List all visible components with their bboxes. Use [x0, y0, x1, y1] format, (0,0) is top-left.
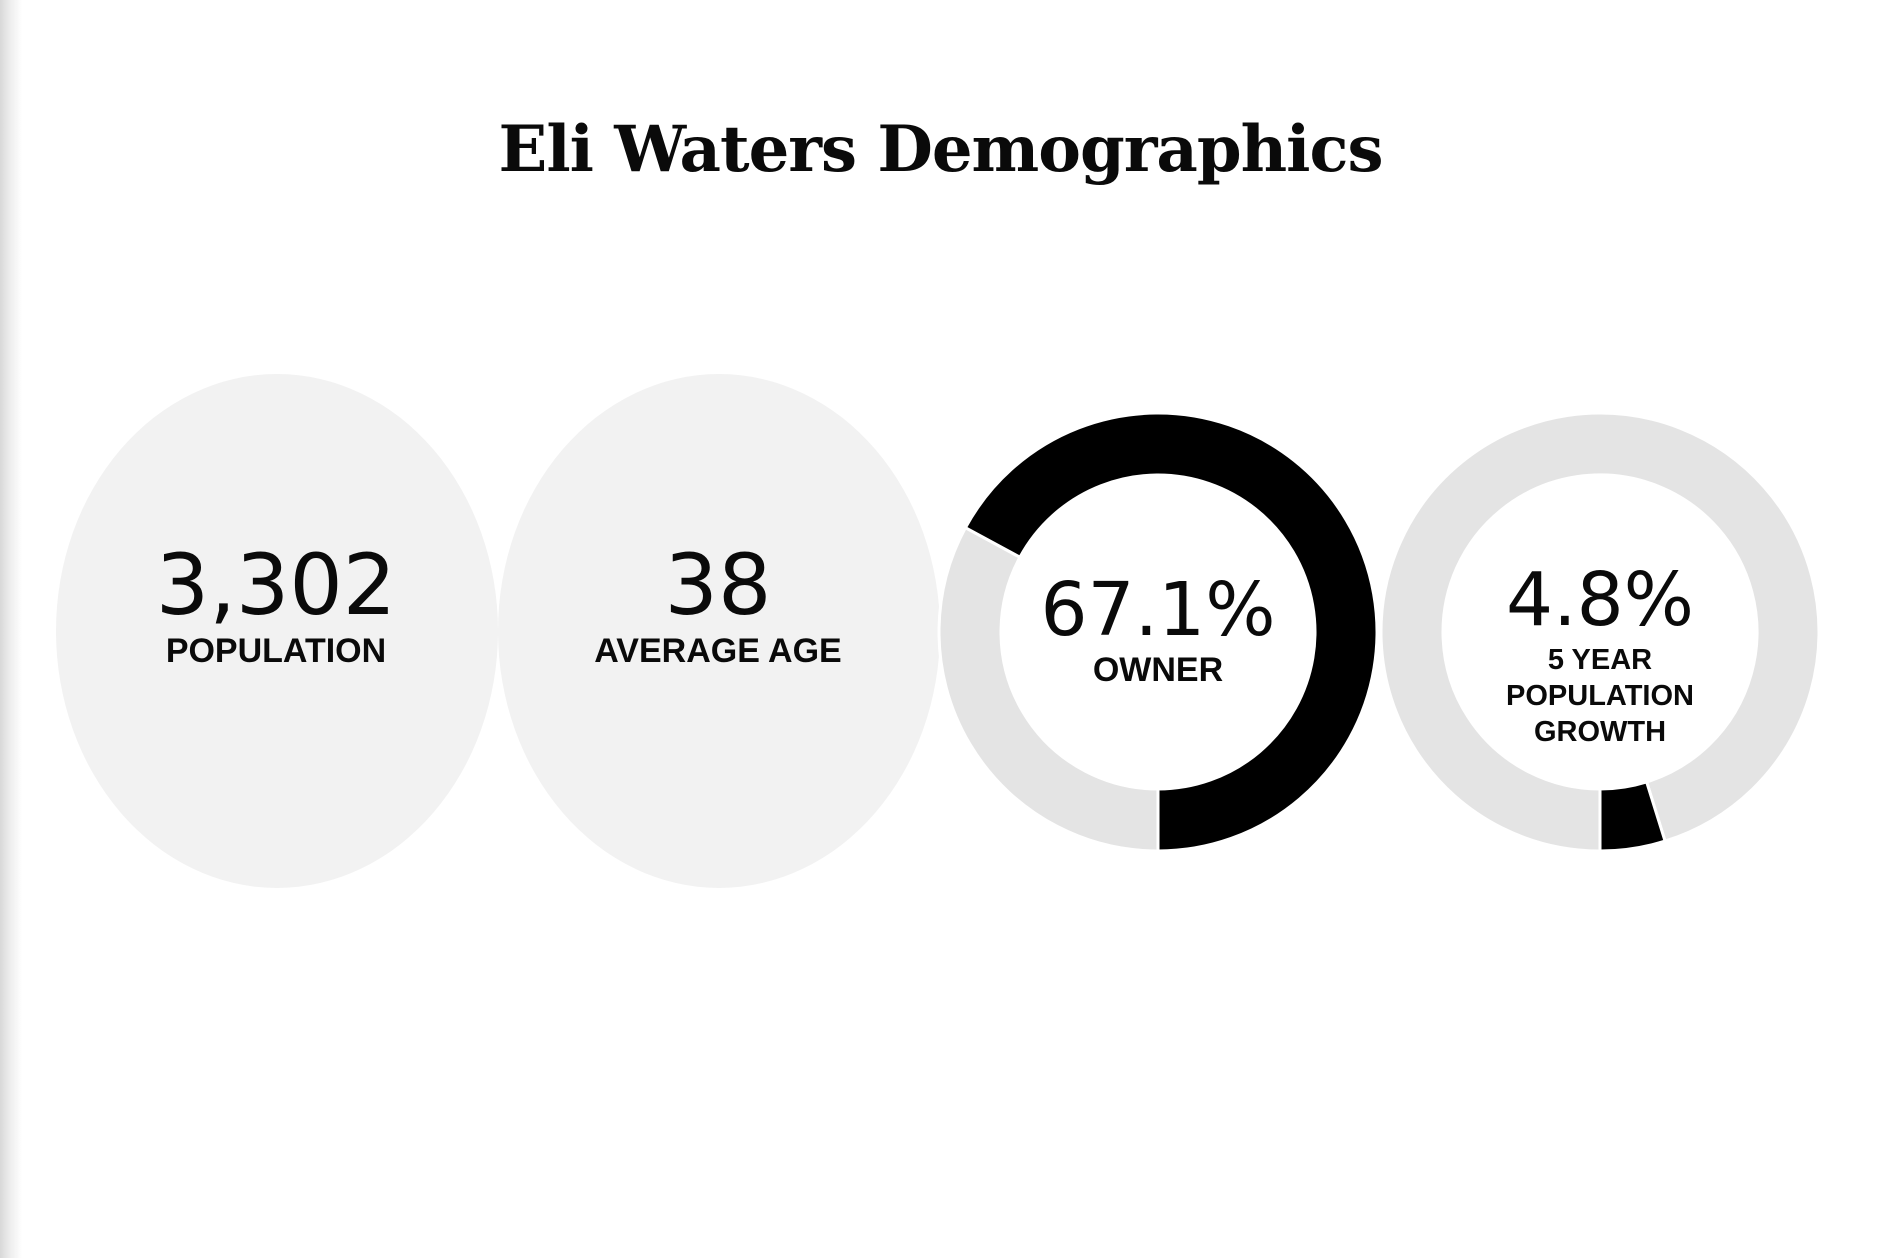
average-age-stat-oval — [498, 374, 940, 888]
population-label: POPULATION — [165, 632, 387, 670]
population-stat-oval — [56, 374, 498, 888]
growth-stat: 4.8% 5 YEAR POPULATION GROWTH — [1380, 558, 1820, 750]
average-age-label: AVERAGE AGE — [594, 632, 842, 670]
growth-donut-track — [1379, 411, 1821, 853]
average-age-value: 38 — [664, 536, 772, 634]
average-age-stat: 38 AVERAGE AGE — [498, 537, 938, 669]
page-edge-shadow — [0, 0, 22, 1258]
owner-donut-chart — [937, 411, 1379, 853]
growth-value: 4.8% — [1506, 557, 1694, 643]
growth-label-line-1: 5 YEAR — [1547, 644, 1653, 676]
population-value: 3,302 — [155, 536, 397, 634]
owner-value: 67.1% — [1040, 567, 1276, 653]
growth-label-line-2: POPULATION — [1506, 680, 1694, 712]
owner-donut-track — [937, 525, 1160, 853]
population-stat: 3,302 POPULATION — [56, 537, 496, 669]
owner-donut-fill — [963, 411, 1379, 853]
page-title: Eli Waters Demographics — [498, 112, 1384, 187]
owner-stat: 67.1% OWNER — [938, 568, 1378, 688]
growth-label-line-3: GROWTH — [1533, 716, 1667, 748]
growth-donut-chart — [1379, 411, 1821, 853]
growth-donut-fill — [1598, 780, 1667, 853]
owner-label: OWNER — [1092, 651, 1224, 689]
